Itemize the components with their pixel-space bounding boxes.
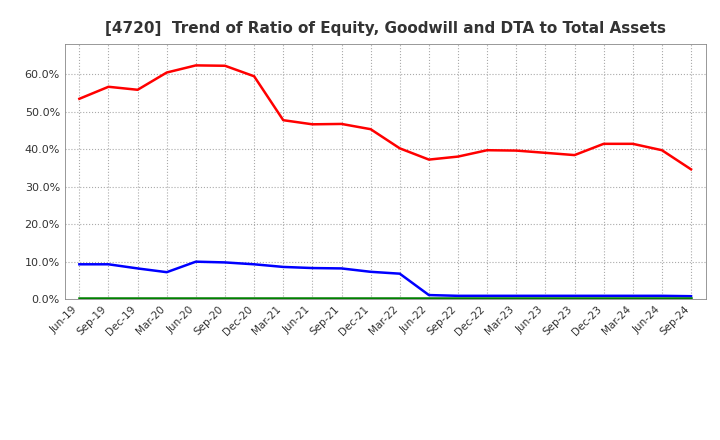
Deferred Tax Assets — [163, 296, 171, 301]
Equity — [425, 157, 433, 162]
Deferred Tax Assets — [279, 296, 287, 301]
Goodwill — [570, 293, 579, 298]
Equity — [541, 150, 550, 155]
Equity — [599, 141, 608, 147]
Deferred Tax Assets — [192, 296, 200, 301]
Goodwill — [483, 293, 492, 298]
Goodwill — [687, 293, 696, 299]
Goodwill — [250, 262, 258, 267]
Deferred Tax Assets — [541, 296, 550, 301]
Goodwill — [220, 260, 229, 265]
Goodwill — [512, 293, 521, 298]
Deferred Tax Assets — [366, 296, 375, 301]
Deferred Tax Assets — [483, 296, 492, 301]
Equity — [133, 87, 142, 92]
Deferred Tax Assets — [425, 296, 433, 301]
Line: Goodwill: Goodwill — [79, 262, 691, 296]
Goodwill — [308, 265, 317, 271]
Deferred Tax Assets — [133, 296, 142, 301]
Goodwill — [395, 271, 404, 276]
Goodwill — [541, 293, 550, 298]
Goodwill — [104, 262, 113, 267]
Equity — [104, 84, 113, 89]
Deferred Tax Assets — [629, 296, 637, 301]
Deferred Tax Assets — [250, 296, 258, 301]
Goodwill — [279, 264, 287, 270]
Equity — [512, 148, 521, 153]
Equity — [337, 121, 346, 127]
Equity — [75, 96, 84, 102]
Goodwill — [192, 259, 200, 264]
Deferred Tax Assets — [220, 296, 229, 301]
Deferred Tax Assets — [337, 296, 346, 301]
Goodwill — [337, 266, 346, 271]
Deferred Tax Assets — [308, 296, 317, 301]
Equity — [570, 152, 579, 158]
Deferred Tax Assets — [599, 296, 608, 301]
Equity — [454, 154, 462, 159]
Goodwill — [366, 269, 375, 275]
Equity — [483, 147, 492, 153]
Deferred Tax Assets — [454, 296, 462, 301]
Deferred Tax Assets — [104, 296, 113, 301]
Goodwill — [75, 262, 84, 267]
Equity — [687, 167, 696, 172]
Goodwill — [629, 293, 637, 298]
Deferred Tax Assets — [75, 296, 84, 301]
Equity — [279, 117, 287, 123]
Equity — [192, 63, 200, 68]
Equity — [220, 63, 229, 68]
Deferred Tax Assets — [687, 296, 696, 301]
Goodwill — [454, 293, 462, 298]
Deferred Tax Assets — [570, 296, 579, 301]
Equity — [250, 73, 258, 79]
Goodwill — [657, 293, 666, 298]
Equity — [395, 146, 404, 151]
Equity — [366, 127, 375, 132]
Deferred Tax Assets — [512, 296, 521, 301]
Equity — [308, 122, 317, 127]
Goodwill — [163, 270, 171, 275]
Equity — [657, 147, 666, 153]
Deferred Tax Assets — [395, 296, 404, 301]
Goodwill — [133, 266, 142, 271]
Equity — [163, 70, 171, 75]
Line: Equity: Equity — [79, 66, 691, 169]
Equity — [629, 141, 637, 147]
Deferred Tax Assets — [657, 296, 666, 301]
Title: [4720]  Trend of Ratio of Equity, Goodwill and DTA to Total Assets: [4720] Trend of Ratio of Equity, Goodwil… — [104, 21, 666, 36]
Goodwill — [425, 293, 433, 298]
Goodwill — [599, 293, 608, 298]
